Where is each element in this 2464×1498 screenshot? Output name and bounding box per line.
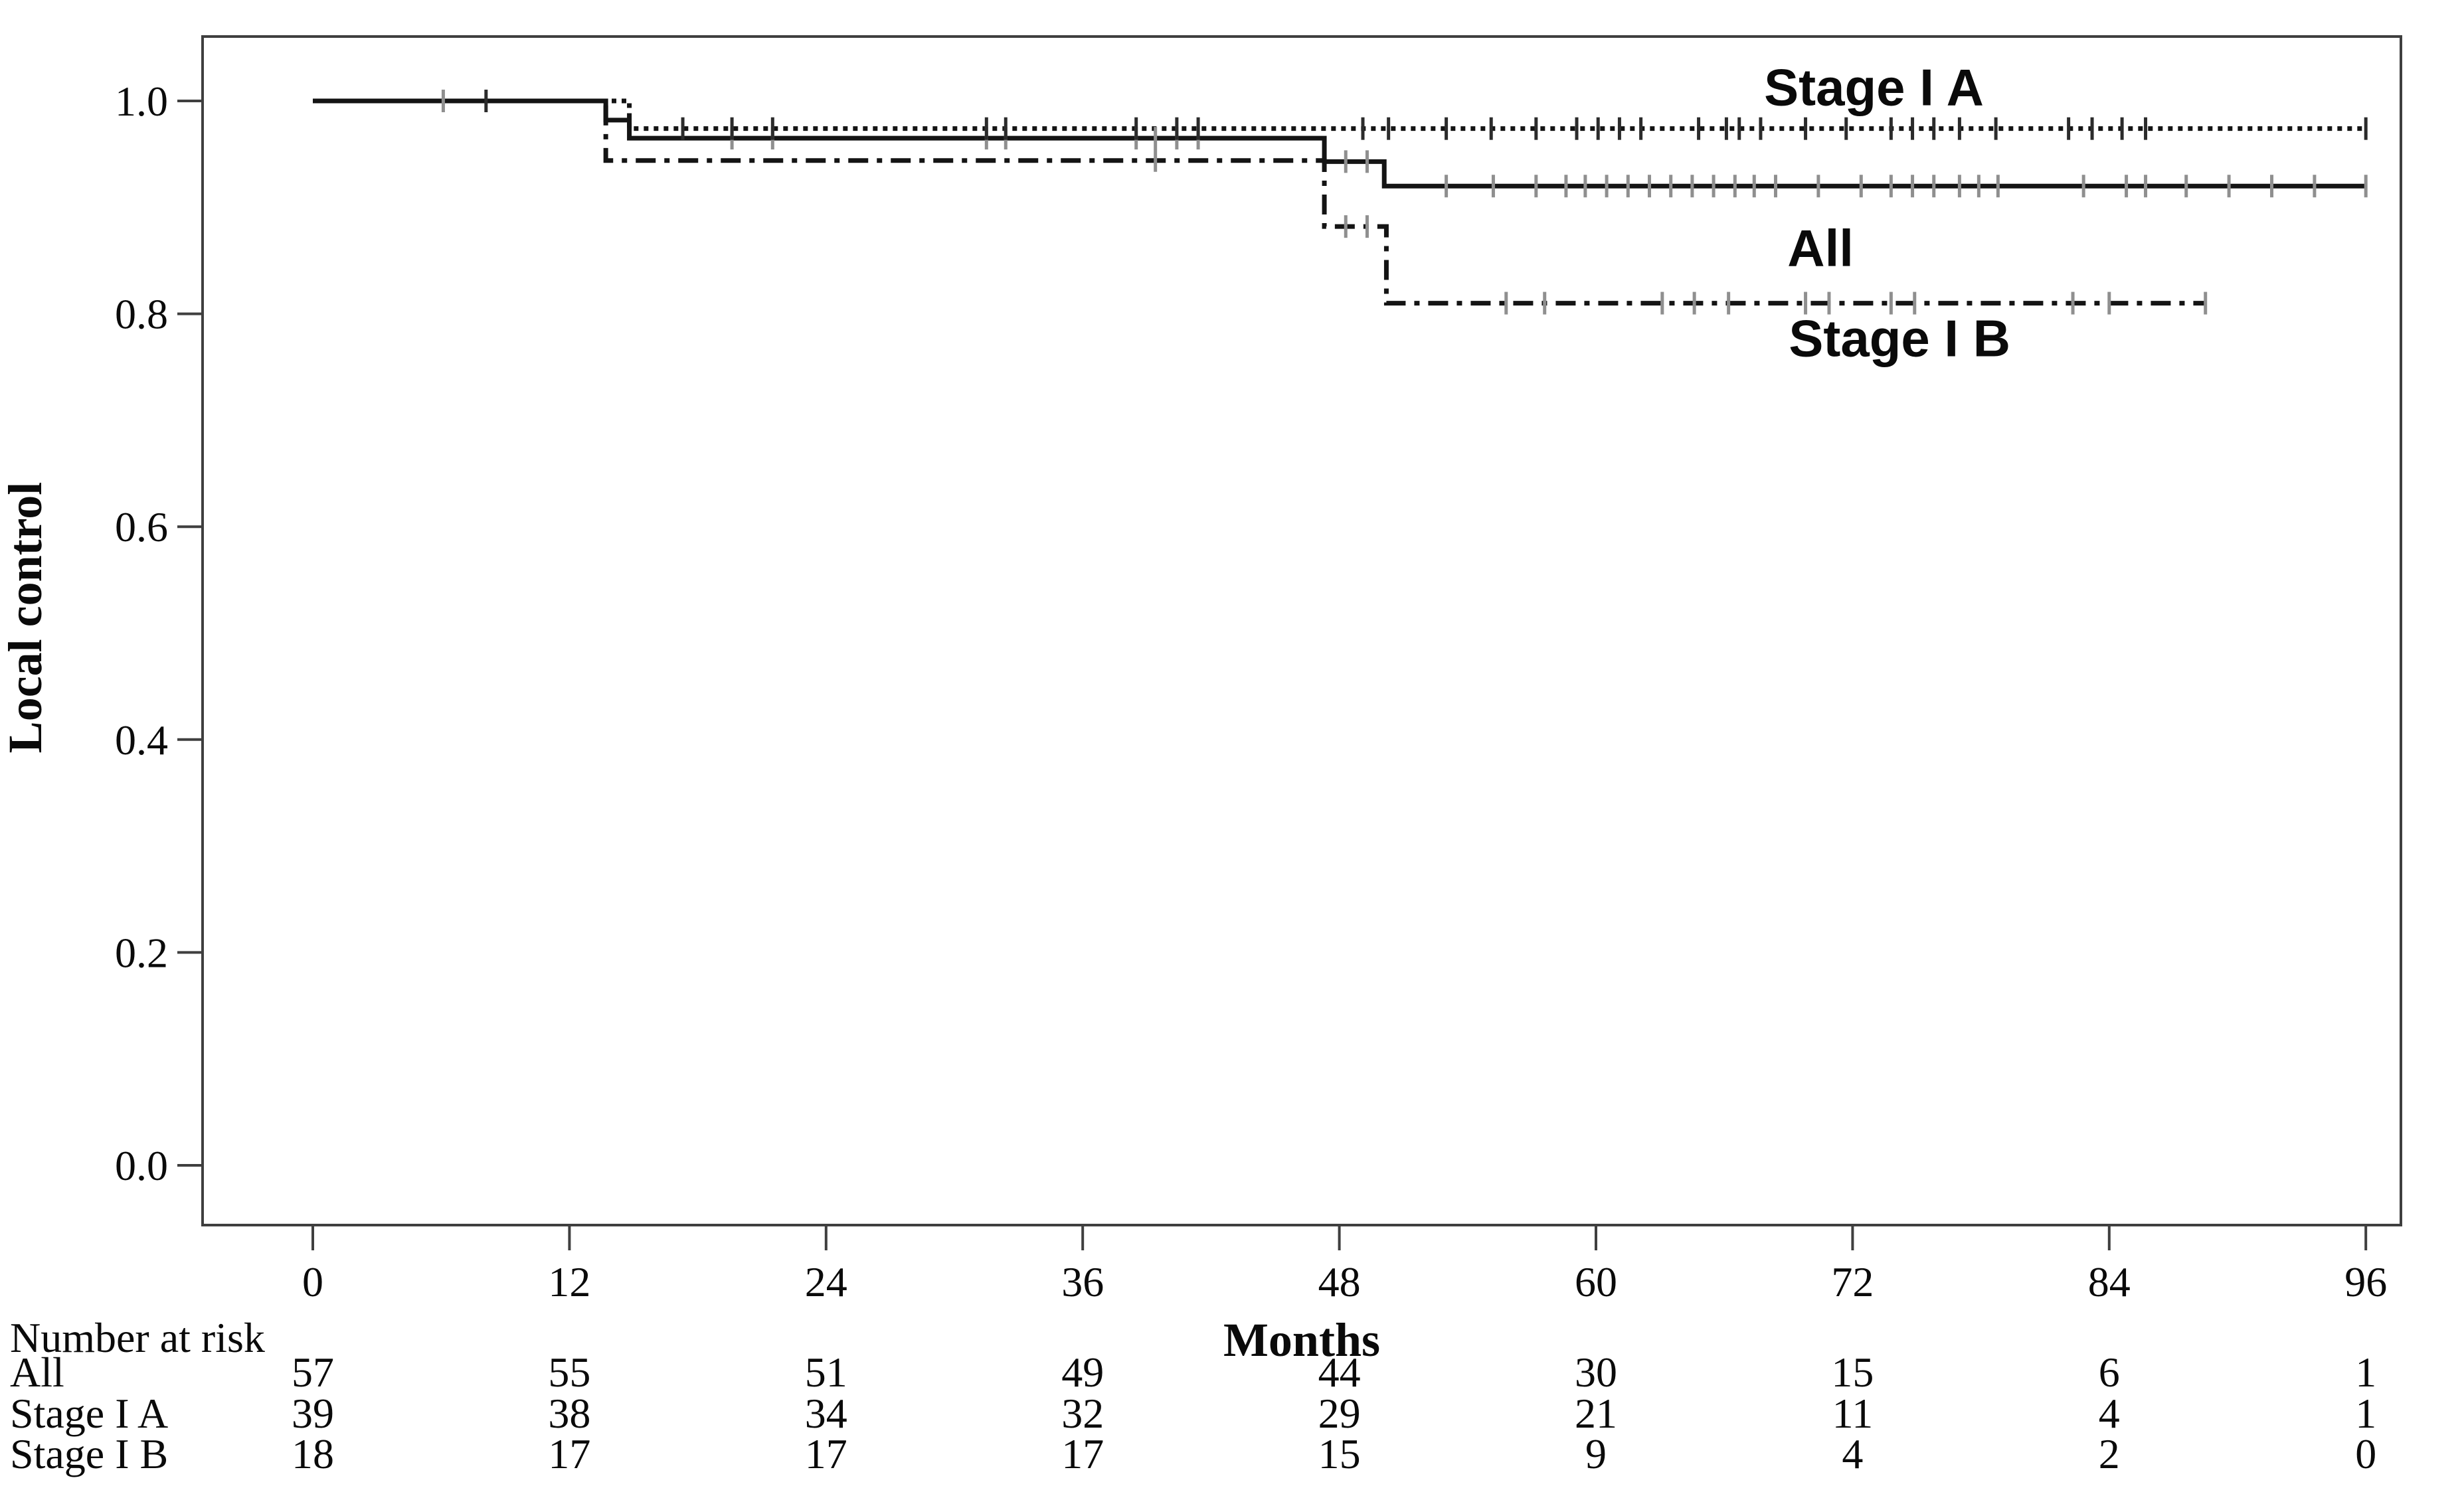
risk-value: 17 xyxy=(805,1430,847,1477)
x-tick-label: 24 xyxy=(805,1258,847,1305)
risk-value: 11 xyxy=(1832,1390,1874,1437)
y-tick-label: 0.4 xyxy=(115,716,168,764)
x-tick-label: 48 xyxy=(1318,1258,1361,1305)
y-axis-title: Local control xyxy=(0,482,52,754)
risk-row-label-stage-i-b: Stage I B xyxy=(10,1430,168,1477)
risk-value: 9 xyxy=(1585,1430,1607,1477)
risk-table-title: Number at risk xyxy=(10,1314,265,1361)
risk-value: 18 xyxy=(292,1430,334,1477)
series-label-stage-i-a: Stage I A xyxy=(1764,58,1984,116)
risk-value: 17 xyxy=(548,1430,590,1477)
risk-value: 4 xyxy=(2099,1390,2120,1437)
risk-value: 30 xyxy=(1575,1349,1617,1396)
km-curve-stage-i-a xyxy=(313,98,2366,131)
risk-value: 2 xyxy=(2099,1430,2120,1477)
y-tick-label: 0.8 xyxy=(115,291,168,338)
risk-value: 17 xyxy=(1061,1430,1104,1477)
x-tick-label: 96 xyxy=(2344,1258,2387,1305)
risk-value: 34 xyxy=(805,1390,847,1437)
x-tick-label: 12 xyxy=(548,1258,590,1305)
risk-value: 21 xyxy=(1575,1390,1617,1437)
y-tick-label: 0.6 xyxy=(115,503,168,550)
x-tick-label: 72 xyxy=(1831,1258,1874,1305)
risk-row-label-stage-i-a: Stage I A xyxy=(10,1390,168,1437)
risk-value: 38 xyxy=(548,1390,590,1437)
x-tick-label: 36 xyxy=(1061,1258,1104,1305)
risk-value: 39 xyxy=(292,1390,334,1437)
risk-value: 32 xyxy=(1061,1390,1104,1437)
risk-value: 29 xyxy=(1318,1390,1361,1437)
y-tick-label: 0.0 xyxy=(115,1142,168,1189)
x-tick-label: 0 xyxy=(302,1258,323,1305)
risk-value: 49 xyxy=(1061,1349,1104,1396)
risk-value: 57 xyxy=(292,1349,334,1396)
risk-value: 1 xyxy=(2355,1349,2376,1396)
series-label-stage-i-b: Stage I B xyxy=(1789,309,2010,368)
risk-value: 15 xyxy=(1318,1430,1361,1477)
risk-value: 55 xyxy=(548,1349,590,1396)
km-curve-all xyxy=(313,98,2366,189)
risk-value: 44 xyxy=(1318,1349,1361,1396)
risk-value: 51 xyxy=(805,1349,847,1396)
risk-value: 0 xyxy=(2355,1430,2376,1477)
x-tick-label: 84 xyxy=(2088,1258,2131,1305)
km-curve-stage-i-b xyxy=(313,98,2206,306)
plot-frame xyxy=(201,35,2402,1226)
censor-group-stage-i-b xyxy=(441,90,2208,315)
risk-row-label-all: All xyxy=(10,1349,64,1396)
x-tick-label: 60 xyxy=(1575,1258,1617,1305)
series-label-all: All xyxy=(1787,218,1854,277)
risk-value: 15 xyxy=(1831,1349,1874,1396)
risk-value: 1 xyxy=(2355,1390,2376,1437)
censor-group-stage-i-a xyxy=(484,90,2368,140)
y-tick-label: 0.2 xyxy=(115,929,168,976)
x-axis-title: Months xyxy=(1223,1313,1380,1367)
y-tick-label: 1.0 xyxy=(115,78,168,125)
risk-value: 6 xyxy=(2099,1349,2120,1396)
risk-value: 4 xyxy=(1842,1430,1863,1477)
